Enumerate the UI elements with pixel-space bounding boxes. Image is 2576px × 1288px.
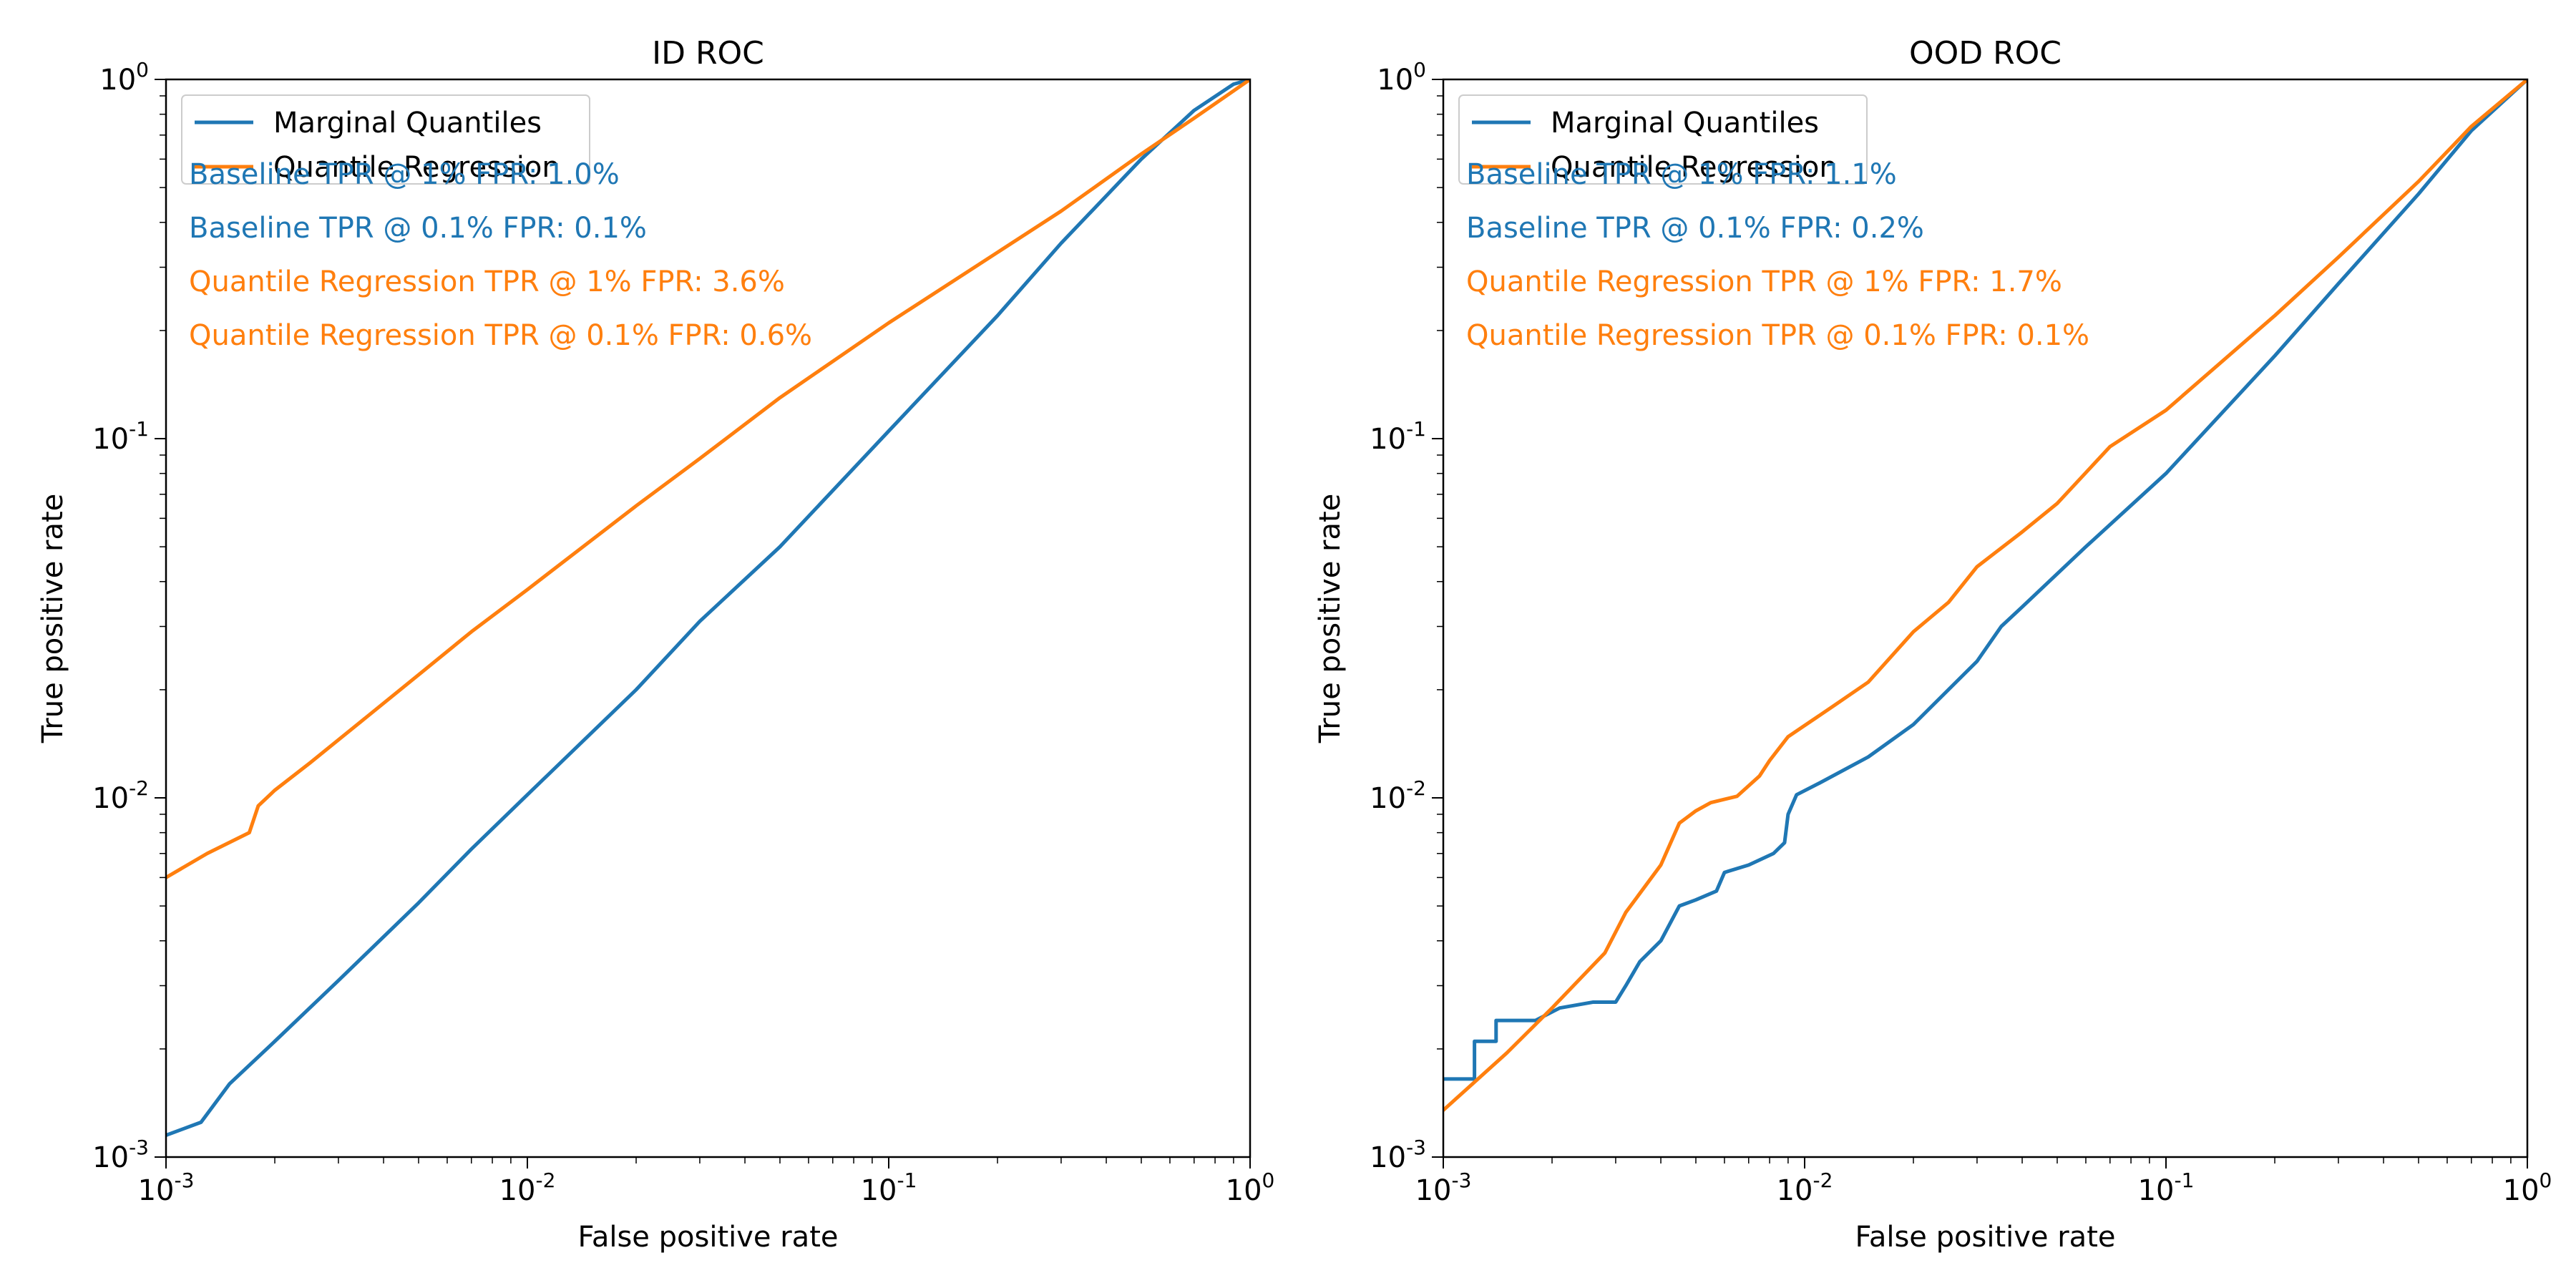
y-tick-label: 10-1 xyxy=(1370,417,1426,456)
legend-label: Marginal Quantiles xyxy=(1551,107,1819,140)
tick-exponent: -3 xyxy=(1406,1136,1426,1159)
y-axis-label: True positive rate xyxy=(36,494,69,744)
chart-panel-2: OOD ROC False positive rate True positive … xyxy=(1314,35,2552,1254)
tick-exponent: -3 xyxy=(174,1169,194,1192)
tick-exponent: 0 xyxy=(1262,1169,1275,1192)
annotation-text: Quantile Regression TPR @ 1% FPR: 1.7% xyxy=(1466,265,2062,298)
annotation-text: Baseline TPR @ 1% FPR: 1.0% xyxy=(189,158,620,191)
tick-base: 10 xyxy=(92,782,129,815)
tick-exponent: -1 xyxy=(2174,1169,2194,1192)
series-group xyxy=(166,79,1250,1138)
tick-exponent: -1 xyxy=(129,417,149,441)
tick-base: 10 xyxy=(1226,1174,1262,1207)
tick-base: 10 xyxy=(499,1174,536,1207)
legend-box xyxy=(1458,94,1868,185)
y-tick-label: 10-3 xyxy=(92,1136,149,1174)
chart-panel-1: ID ROC False positive rate True positive r… xyxy=(36,35,1274,1254)
tick-base: 10 xyxy=(1777,1174,1813,1207)
x-axis-label: False positive rate xyxy=(1855,1221,2116,1254)
tick-base: 10 xyxy=(1370,782,1406,815)
series-line-quantile-regression xyxy=(1443,79,2527,1113)
tick-base: 10 xyxy=(1377,64,1413,97)
tick-base: 10 xyxy=(1415,1174,1452,1207)
plot-frame xyxy=(165,78,1252,1158)
annotations: Baseline TPR @ 1% FPR: 1.0% Baseline TPR … xyxy=(189,158,812,352)
y-tick-label: 100 xyxy=(1377,58,1426,97)
legend-label: Marginal Quantiles xyxy=(273,107,542,140)
plot-frame xyxy=(1442,78,2529,1158)
x-tick-label: 10-3 xyxy=(138,1169,195,1207)
x-tick-label: 100 xyxy=(2503,1169,2552,1207)
tick-base: 10 xyxy=(2503,1174,2540,1207)
y-tick-label: 10-2 xyxy=(92,776,149,815)
annotation-text: Quantile Regression TPR @ 1% FPR: 3.6% xyxy=(189,265,785,298)
tick-exponent: -2 xyxy=(1406,776,1426,800)
chart-title: ID ROC xyxy=(652,35,764,72)
annotation-text: Quantile Regression TPR @ 0.1% FPR: 0.6% xyxy=(189,319,812,352)
y-tick-label: 10-2 xyxy=(1370,776,1426,815)
tick-exponent: 0 xyxy=(1413,58,1426,82)
y-tick-label: 10-1 xyxy=(92,417,149,456)
tick-exponent: 0 xyxy=(2540,1169,2552,1192)
tick-exponent: 0 xyxy=(136,58,149,82)
legend-box xyxy=(181,94,590,185)
x-tick-label: 10-3 xyxy=(1415,1169,1472,1207)
legend-label: Quantile Regression xyxy=(1551,151,1838,184)
legend: Marginal Quantiles Quantile Regression xyxy=(181,94,590,185)
legend: Marginal Quantiles Quantile Regression xyxy=(1458,94,1868,185)
legend-label: Quantile Regression xyxy=(273,151,560,184)
x-axis-label: False positive rate xyxy=(578,1221,839,1254)
tick-base: 10 xyxy=(92,1141,129,1174)
series-group xyxy=(1443,79,2527,1113)
tick-exponent: -1 xyxy=(897,1169,917,1192)
tick-exponent: -2 xyxy=(129,776,149,800)
y-tick-label: 100 xyxy=(99,58,149,97)
x-tick-label: 10-1 xyxy=(2138,1169,2195,1207)
tick-base: 10 xyxy=(92,423,129,456)
annotation-text: Baseline TPR @ 0.1% FPR: 0.1% xyxy=(189,212,647,245)
tick-base: 10 xyxy=(99,64,136,97)
tick-exponent: -2 xyxy=(1813,1169,1833,1192)
annotation-text: Baseline TPR @ 1% FPR: 1.1% xyxy=(1466,158,1897,191)
tick-base: 10 xyxy=(1370,423,1406,456)
tick-base: 10 xyxy=(2138,1174,2175,1207)
tick-exponent: -2 xyxy=(535,1169,555,1192)
tick-base: 10 xyxy=(1370,1141,1406,1174)
x-tick-label: 10-2 xyxy=(499,1169,556,1207)
series-line-marginal-quantiles xyxy=(166,79,1250,1138)
annotation-text: Baseline TPR @ 0.1% FPR: 0.2% xyxy=(1466,212,1924,245)
x-tick-label: 10-2 xyxy=(1777,1169,1833,1207)
annotation-text: Quantile Regression TPR @ 0.1% FPR: 0.1% xyxy=(1466,319,2089,352)
tick-exponent: -3 xyxy=(129,1136,149,1159)
x-tick-label: 10-1 xyxy=(861,1169,917,1207)
y-tick-label: 10-3 xyxy=(1370,1136,1426,1174)
chart-title: OOD ROC xyxy=(1909,35,2062,72)
x-tick-label: 100 xyxy=(1226,1169,1275,1207)
series-line-quantile-regression xyxy=(166,79,1250,879)
tick-exponent: -3 xyxy=(1451,1169,1471,1192)
annotations: Baseline TPR @ 1% FPR: 1.1% Baseline TPR … xyxy=(1466,158,2089,352)
tick-base: 10 xyxy=(138,1174,175,1207)
y-axis-label: True positive rate xyxy=(1314,494,1347,744)
tick-base: 10 xyxy=(861,1174,897,1207)
tick-exponent: -1 xyxy=(1406,417,1426,441)
